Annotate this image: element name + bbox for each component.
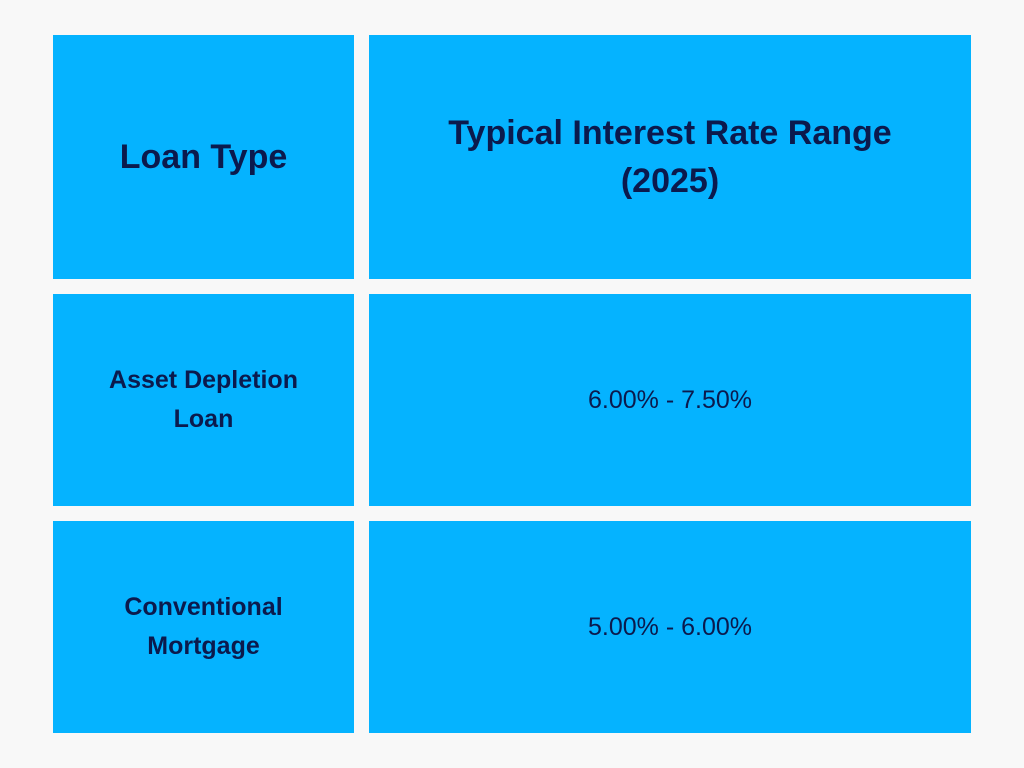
header-cell-rate-range: Typical Interest Rate Range (2025) [369,35,971,279]
header-loan-type: Loan Type [119,138,288,176]
header-rate-range: Typical Interest Rate Range (2025) [448,114,892,200]
loan-type-label: Asset Depletion Loan [109,366,298,433]
rate-range-value: 6.00% - 7.50% [588,386,752,414]
table-row-1-loan-type-cell: Asset Depletion Loan [53,294,354,506]
rate-range-value: 5.00% - 6.00% [588,613,752,641]
table-row-1-rate-cell: 6.00% - 7.50% [369,294,971,506]
loan-type-label: Conventional Mortgage [124,593,283,660]
header-cell-loan-type: Loan Type [53,35,354,279]
table-row-2-rate-cell: 5.00% - 6.00% [369,521,971,733]
table-row-2-loan-type-cell: Conventional Mortgage [53,521,354,733]
